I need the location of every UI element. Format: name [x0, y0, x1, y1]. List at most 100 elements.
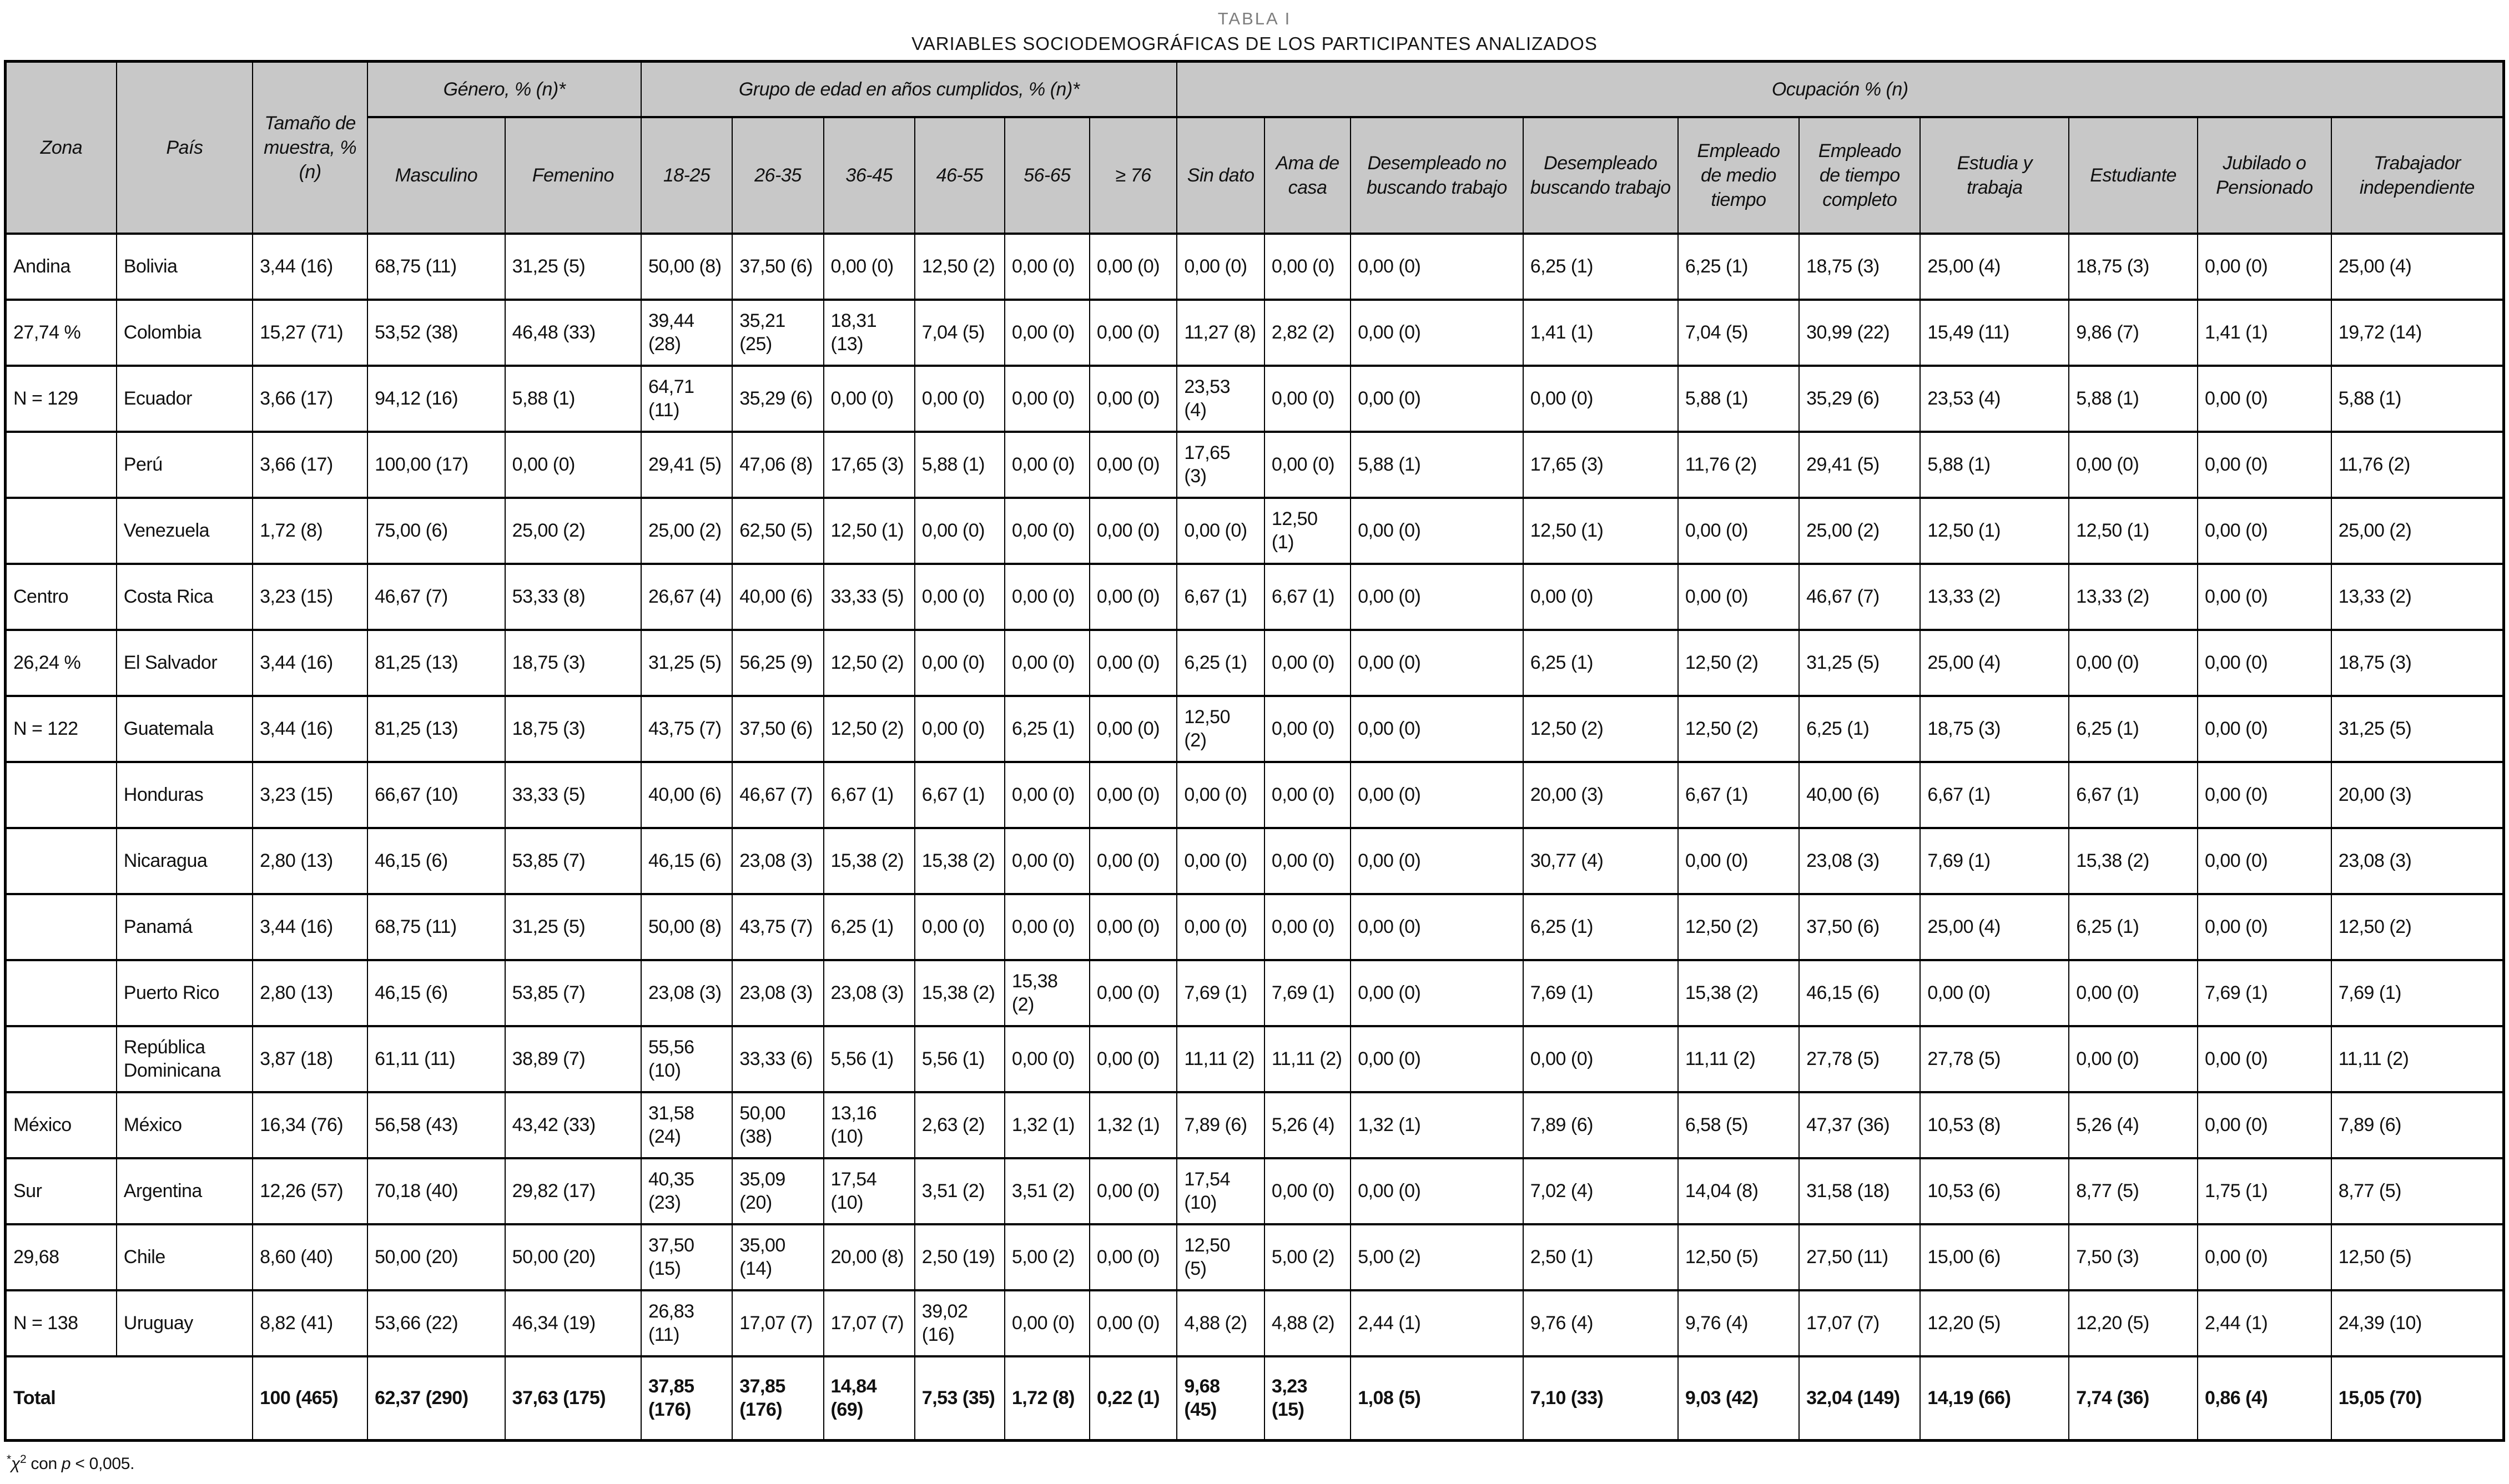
value-cell: 3,44 (16)	[252, 628, 369, 697]
value-cell: 27,50 (11)	[1798, 1223, 1921, 1291]
value-cell: 0,00 (0)	[2068, 628, 2198, 697]
value-cell: 24,39 (10)	[2330, 1289, 2505, 1357]
value-cell: 31,58 (18)	[1798, 1157, 1921, 1225]
total-value-cell: 3,23 (15)	[1263, 1355, 1352, 1442]
value-cell: 50,00 (8)	[640, 232, 733, 301]
value-cell: 31,25 (5)	[640, 628, 733, 697]
value-cell: 12,50 (2)	[1677, 892, 1800, 961]
zona-cell: N = 129	[4, 364, 117, 433]
country-row: N = 138 Uruguay 8,82 (41) 53,66 (22) 46,34 (…	[4, 1289, 2505, 1357]
total-value-cell: 37,85 (176)	[640, 1355, 733, 1442]
value-cell: 0,00 (0)	[1919, 958, 2070, 1027]
value-cell: 12,50 (1)	[823, 496, 915, 565]
value-cell: 25,00 (4)	[2330, 232, 2505, 301]
value-cell: 10,53 (8)	[1919, 1091, 2070, 1159]
total-value-cell: 15,05 (70)	[2330, 1355, 2505, 1442]
total-value-cell: 1,72 (8)	[1004, 1355, 1090, 1442]
value-cell: 47,06 (8)	[732, 430, 824, 499]
value-cell: 0,00 (0)	[914, 694, 1005, 763]
value-cell: 33,33 (5)	[823, 562, 915, 631]
value-cell: 0,00 (0)	[1089, 298, 1178, 367]
value-cell: 5,88 (1)	[504, 364, 642, 433]
value-cell: 12,50 (2)	[914, 232, 1005, 301]
value-cell: 35,21 (25)	[732, 298, 824, 367]
value-cell: 0,00 (0)	[1522, 1024, 1679, 1093]
country-row: Honduras 3,23 (15) 66,67 (10) 33,33 (5) 40,0…	[4, 760, 2505, 829]
header-empleado-tiempo-completo: Empleado de tiempo completo	[1798, 115, 1921, 235]
total-label: Total	[4, 1355, 254, 1442]
header-edad-76: ≥ 76	[1089, 115, 1178, 235]
value-cell: 47,37 (36)	[1798, 1091, 1921, 1159]
value-cell: 1,32 (1)	[1089, 1091, 1178, 1159]
value-cell: 37,50 (15)	[640, 1223, 733, 1291]
zona-cell	[4, 826, 117, 895]
value-cell: 8,60 (40)	[252, 1223, 369, 1291]
value-cell: 11,76 (2)	[2330, 430, 2505, 499]
value-cell: 7,50 (3)	[2068, 1223, 2198, 1291]
value-cell: 50,00 (20)	[504, 1223, 642, 1291]
value-cell: 19,72 (14)	[2330, 298, 2505, 367]
value-cell: 12,20 (5)	[1919, 1289, 2070, 1357]
header-trabajador-independiente: Trabajador independiente	[2330, 115, 2505, 235]
table-caption: VARIABLES SOCIODEMOGRÁFICAS DE LOS PARTI…	[911, 33, 1598, 54]
value-cell: 12,50 (2)	[2330, 892, 2505, 961]
value-cell: 12,50 (5)	[2330, 1223, 2505, 1291]
zona-cell: 27,74 %	[4, 298, 117, 367]
total-value-cell: 32,04 (149)	[1798, 1355, 1921, 1442]
value-cell: 0,00 (0)	[2068, 1024, 2198, 1093]
value-cell: 43,42 (33)	[504, 1091, 642, 1159]
value-cell: 0,00 (0)	[1004, 298, 1090, 367]
value-cell: 23,08 (3)	[640, 958, 733, 1027]
value-cell: 0,00 (0)	[1350, 298, 1524, 367]
country-row: Panamá 3,44 (16) 68,75 (11) 31,25 (5) 50,00 …	[4, 892, 2505, 961]
value-cell: 7,89 (6)	[1522, 1091, 1679, 1159]
zona-cell: Centro	[4, 562, 117, 631]
value-cell: 25,00 (2)	[1798, 496, 1921, 565]
zona-cell: Sur	[4, 1157, 117, 1225]
value-cell: 35,29 (6)	[1798, 364, 1921, 433]
value-cell: 5,88 (1)	[2068, 364, 2198, 433]
value-cell: 0,00 (0)	[1089, 628, 1178, 697]
footnote: *χ2 con p < 0,005.	[7, 1453, 2509, 1473]
country-row: N = 122 Guatemala 3,44 (16) 81,25 (13) 18,75…	[4, 694, 2505, 763]
header-masculino: Masculino	[367, 115, 506, 235]
total-value-cell: 7,10 (33)	[1522, 1355, 1679, 1442]
value-cell: 0,00 (0)	[823, 364, 915, 433]
value-cell: 38,89 (7)	[504, 1024, 642, 1093]
footnote-p-symbol: p	[61, 1455, 71, 1473]
header-edad-46-55: 46-55	[914, 115, 1005, 235]
value-cell: 13,16 (10)	[823, 1091, 915, 1159]
value-cell: 0,00 (0)	[1350, 826, 1524, 895]
value-cell: 0,00 (0)	[1677, 562, 1800, 631]
value-cell: 0,00 (0)	[1004, 628, 1090, 697]
value-cell: 0,00 (0)	[1004, 892, 1090, 961]
value-cell: 29,82 (17)	[504, 1157, 642, 1225]
value-cell: 15,38 (2)	[914, 826, 1005, 895]
value-cell: 0,00 (0)	[1350, 958, 1524, 1027]
value-cell: 18,75 (3)	[1919, 694, 2070, 763]
value-cell: 0,00 (0)	[1089, 694, 1178, 763]
value-cell: 31,58 (24)	[640, 1091, 733, 1159]
value-cell: 39,02 (16)	[914, 1289, 1005, 1357]
zona-cell: México	[4, 1091, 117, 1159]
value-cell: 0,00 (0)	[2197, 1223, 2332, 1291]
value-cell: 53,52 (38)	[367, 298, 506, 367]
value-cell: 5,56 (1)	[914, 1024, 1005, 1093]
value-cell: 9,76 (4)	[1522, 1289, 1679, 1357]
value-cell: 15,38 (2)	[2068, 826, 2198, 895]
value-cell: 9,76 (4)	[1677, 1289, 1800, 1357]
value-cell: 12,20 (5)	[2068, 1289, 2198, 1357]
value-cell: 0,00 (0)	[2068, 958, 2198, 1027]
value-cell: 0,00 (0)	[1350, 1024, 1524, 1093]
value-cell: 13,33 (2)	[2068, 562, 2198, 631]
value-cell: 27,78 (5)	[1798, 1024, 1921, 1093]
value-cell: 0,00 (0)	[1004, 562, 1090, 631]
country-row: 29,68 Chile 8,60 (40) 50,00 (20) 50,00 (20) 3…	[4, 1223, 2505, 1291]
pais-cell: Uruguay	[115, 1289, 254, 1357]
value-cell: 6,25 (1)	[1522, 232, 1679, 301]
value-cell: 0,00 (0)	[1677, 826, 1800, 895]
value-cell: 25,00 (4)	[1919, 232, 2070, 301]
value-cell: 6,67 (1)	[1919, 760, 2070, 829]
value-cell: 23,08 (3)	[1798, 826, 1921, 895]
value-cell: 20,00 (3)	[1522, 760, 1679, 829]
